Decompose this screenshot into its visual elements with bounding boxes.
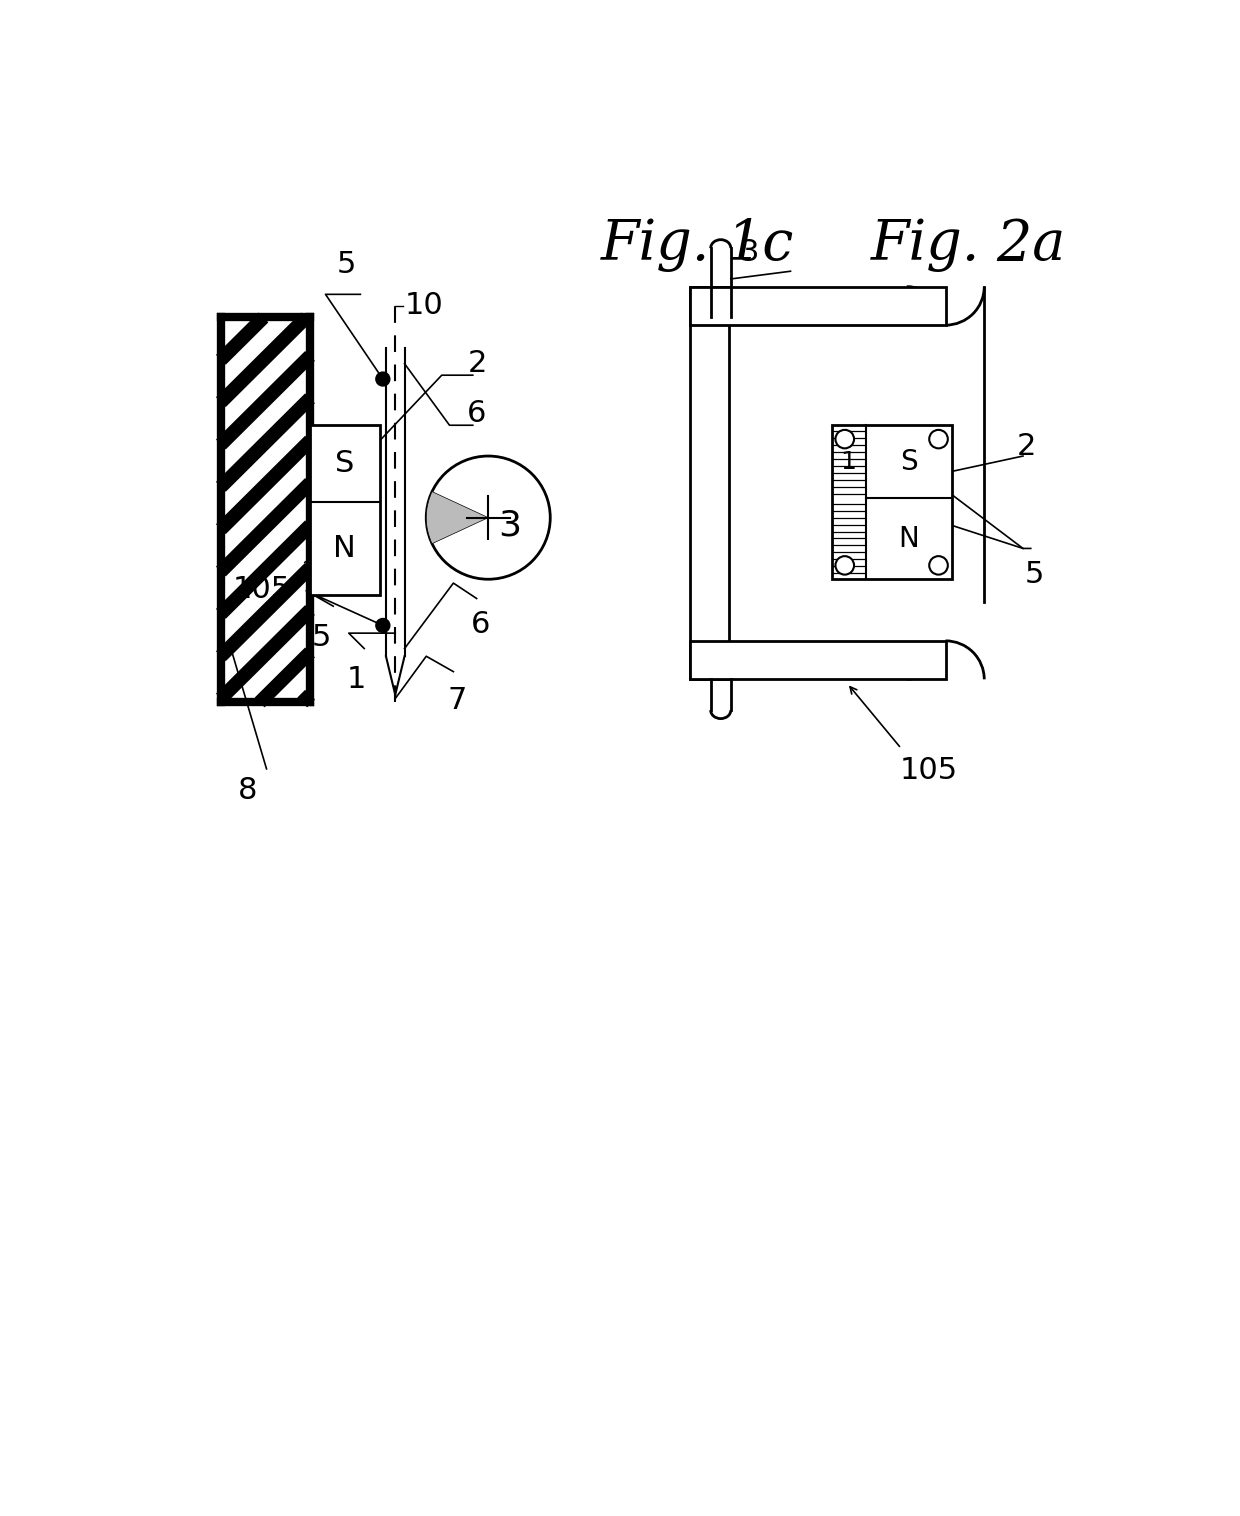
Text: 4': 4' [693,511,722,540]
Text: 10: 10 [404,291,444,320]
Circle shape [836,556,854,575]
Circle shape [836,431,854,449]
Bar [689,287,945,324]
Wedge shape [427,491,489,544]
Text: 105: 105 [900,756,957,785]
Text: 6: 6 [467,399,486,428]
Text: 5: 5 [312,623,331,652]
Bar [689,287,729,679]
Bar [221,317,310,702]
Circle shape [427,456,551,579]
Circle shape [929,556,947,575]
Bar [221,317,310,702]
Text: 5: 5 [337,250,356,279]
Text: 6: 6 [471,609,491,640]
Text: 105: 105 [233,576,290,605]
Text: Fig. 2a: Fig. 2a [870,217,1066,271]
Text: N: N [334,534,356,562]
Circle shape [376,371,389,387]
Text: 1: 1 [347,666,366,694]
Bar [832,426,952,579]
Text: 2: 2 [1017,432,1037,461]
Text: Fig. 1c: Fig. 1c [601,217,794,271]
Text: 3: 3 [498,508,522,543]
Text: 1: 1 [841,450,857,475]
Bar [689,641,945,679]
Circle shape [376,619,389,632]
Text: 3: 3 [740,238,759,267]
Text: 2: 2 [467,349,486,377]
Text: S: S [335,449,355,478]
Circle shape [929,431,947,449]
Text: 5: 5 [1024,559,1044,590]
Text: 8: 8 [238,776,258,805]
Text: 7: 7 [448,685,467,714]
Text: N: N [899,525,919,553]
Text: S: S [900,447,918,476]
Bar [310,426,379,594]
